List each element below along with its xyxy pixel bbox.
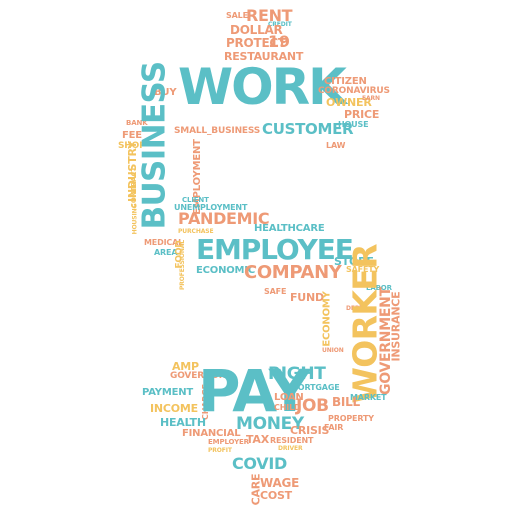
- word-protect: PROTECT: [226, 36, 286, 50]
- word-fund: FUND: [290, 291, 324, 304]
- word-pandemic: PANDEMIC: [178, 209, 270, 228]
- word-safety: SAFETY: [346, 265, 380, 274]
- word-resident: RESIDENT: [270, 436, 314, 445]
- word-medical: MEDICAL: [144, 238, 184, 247]
- word-labor: LABOR: [366, 284, 392, 292]
- word-store: STORE: [334, 255, 374, 268]
- word-covid: COVID: [232, 454, 287, 473]
- word-economy: ECONOMY: [321, 291, 333, 347]
- word-union: UNION: [322, 347, 344, 354]
- word-owner: OWNER: [326, 96, 372, 109]
- word-credit: CREDIT: [268, 21, 292, 28]
- word-restaurant: RESTAURANT: [224, 50, 304, 63]
- word-income: INCOME: [150, 402, 198, 415]
- word-profit: PROFIT: [208, 447, 232, 454]
- word-employer: EMPLOYER: [208, 438, 249, 446]
- word-citizen: CITIZEN: [324, 76, 367, 87]
- word-sale: SALE: [226, 11, 248, 20]
- word-insurance: INSURANCE: [389, 291, 403, 362]
- word-housing: HOUSING: [131, 203, 139, 235]
- word-property: PROPERTY: [328, 414, 374, 423]
- word-earn: EARN: [362, 95, 380, 102]
- word-money: MONEY: [236, 414, 304, 434]
- word-driver: DRIVER: [278, 445, 303, 452]
- word-rent: RENT: [246, 6, 293, 25]
- word-safe: SAFE: [264, 287, 287, 296]
- word-shop: SHOP: [118, 141, 146, 151]
- word-dollar: DOLLAR: [230, 23, 283, 37]
- word-nineteen: 19: [268, 32, 290, 51]
- word-wage: WAGE: [260, 476, 300, 490]
- word-company: COMPANY: [244, 262, 342, 283]
- word-tax: TAX: [246, 433, 269, 446]
- word-amp: AMP: [172, 360, 199, 373]
- word-small-business: SMALL_BUSINESS: [174, 126, 261, 136]
- word-payment: PAYMENT: [142, 387, 194, 398]
- word-purchase: PURCHASE: [178, 228, 214, 235]
- word-house: HOUSE: [338, 120, 369, 129]
- word-customer: CUSTOMER: [262, 120, 354, 138]
- word-buy: BUY: [154, 87, 177, 98]
- word-economic: ECONOMIC: [196, 265, 255, 276]
- word-cost: COST: [260, 489, 292, 502]
- word-health: HEALTH: [160, 416, 206, 429]
- word-coronavirus: CORONAVIRUS: [318, 86, 390, 96]
- word-employee: EMPLOYEE: [196, 233, 354, 266]
- word-debt: DEBT: [346, 305, 364, 312]
- word-unemployment: UNEMPLOYMENT: [174, 203, 248, 212]
- word-fair: FAIR: [324, 423, 344, 432]
- word-mortgage: MORTGAGE: [290, 383, 340, 392]
- word-business: BUSINESS: [136, 61, 173, 230]
- word-right: RIGHT: [268, 364, 326, 384]
- word-pay: PAY: [198, 357, 311, 425]
- word-professional: PROFESSIONAL: [179, 239, 187, 291]
- word-loan: LOAN: [274, 392, 304, 403]
- word-work: WORK: [178, 58, 347, 116]
- word-market: MARKET: [350, 393, 387, 402]
- word-contract: CONTRACT: [130, 166, 139, 209]
- word-fee: FEE: [122, 130, 142, 141]
- word-crisis: CRISIS: [290, 424, 330, 437]
- word-worker: WORKER: [345, 244, 385, 404]
- word-job: JOB: [296, 396, 329, 416]
- word-bill: BILL: [332, 395, 360, 409]
- word-financial: FINANCIAL: [182, 428, 241, 439]
- word-child: CHILD: [274, 403, 301, 412]
- word-client: CLIENT: [182, 196, 209, 204]
- word-price: PRICE: [344, 108, 380, 121]
- word-law: LAW: [326, 141, 346, 150]
- word-governor: GOVERNOR: [170, 371, 226, 381]
- word-healthcare: HEALTHCARE: [254, 223, 325, 234]
- word-area: AREA: [154, 248, 178, 257]
- word-bank: BANK: [126, 119, 148, 127]
